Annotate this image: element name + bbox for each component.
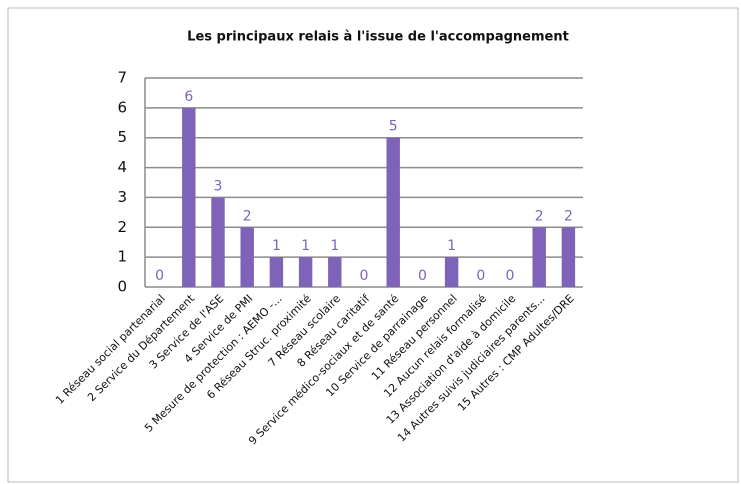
data-label: 0 [506,268,515,284]
data-label: 6 [184,89,193,105]
y-tick-label: 4 [117,158,127,176]
chart-title: Les principaux relais à l'issue de l'acc… [187,30,569,45]
y-tick-label: 2 [117,218,127,236]
y-tick-label: 6 [117,98,127,116]
bar [182,107,196,287]
bar [386,137,400,287]
chart-frame [7,7,739,483]
bar [211,197,225,287]
bar [298,257,313,287]
data-label: 3 [214,178,223,194]
y-tick-label: 1 [117,248,127,266]
bar [240,227,254,287]
y-tick-label: 7 [117,69,127,87]
bar [444,257,459,287]
y-tick-label: 5 [117,128,127,146]
data-label: 1 [272,238,281,254]
data-label: 0 [476,268,485,284]
data-label: 2 [535,208,544,224]
data-label: 1 [447,238,456,254]
data-label: 1 [330,238,339,254]
bar [561,227,576,287]
bar [532,227,546,287]
data-label: 0 [418,268,427,284]
data-label: 2 [564,208,573,224]
data-label: 5 [389,119,398,135]
data-label: 1 [301,238,310,254]
y-tick-label: 3 [117,188,127,206]
y-tick-label: 0 [117,278,127,296]
data-label: 0 [360,268,369,284]
data-label: 0 [155,268,164,284]
data-label: 2 [243,208,252,224]
bar [328,257,342,287]
bar [269,257,284,287]
